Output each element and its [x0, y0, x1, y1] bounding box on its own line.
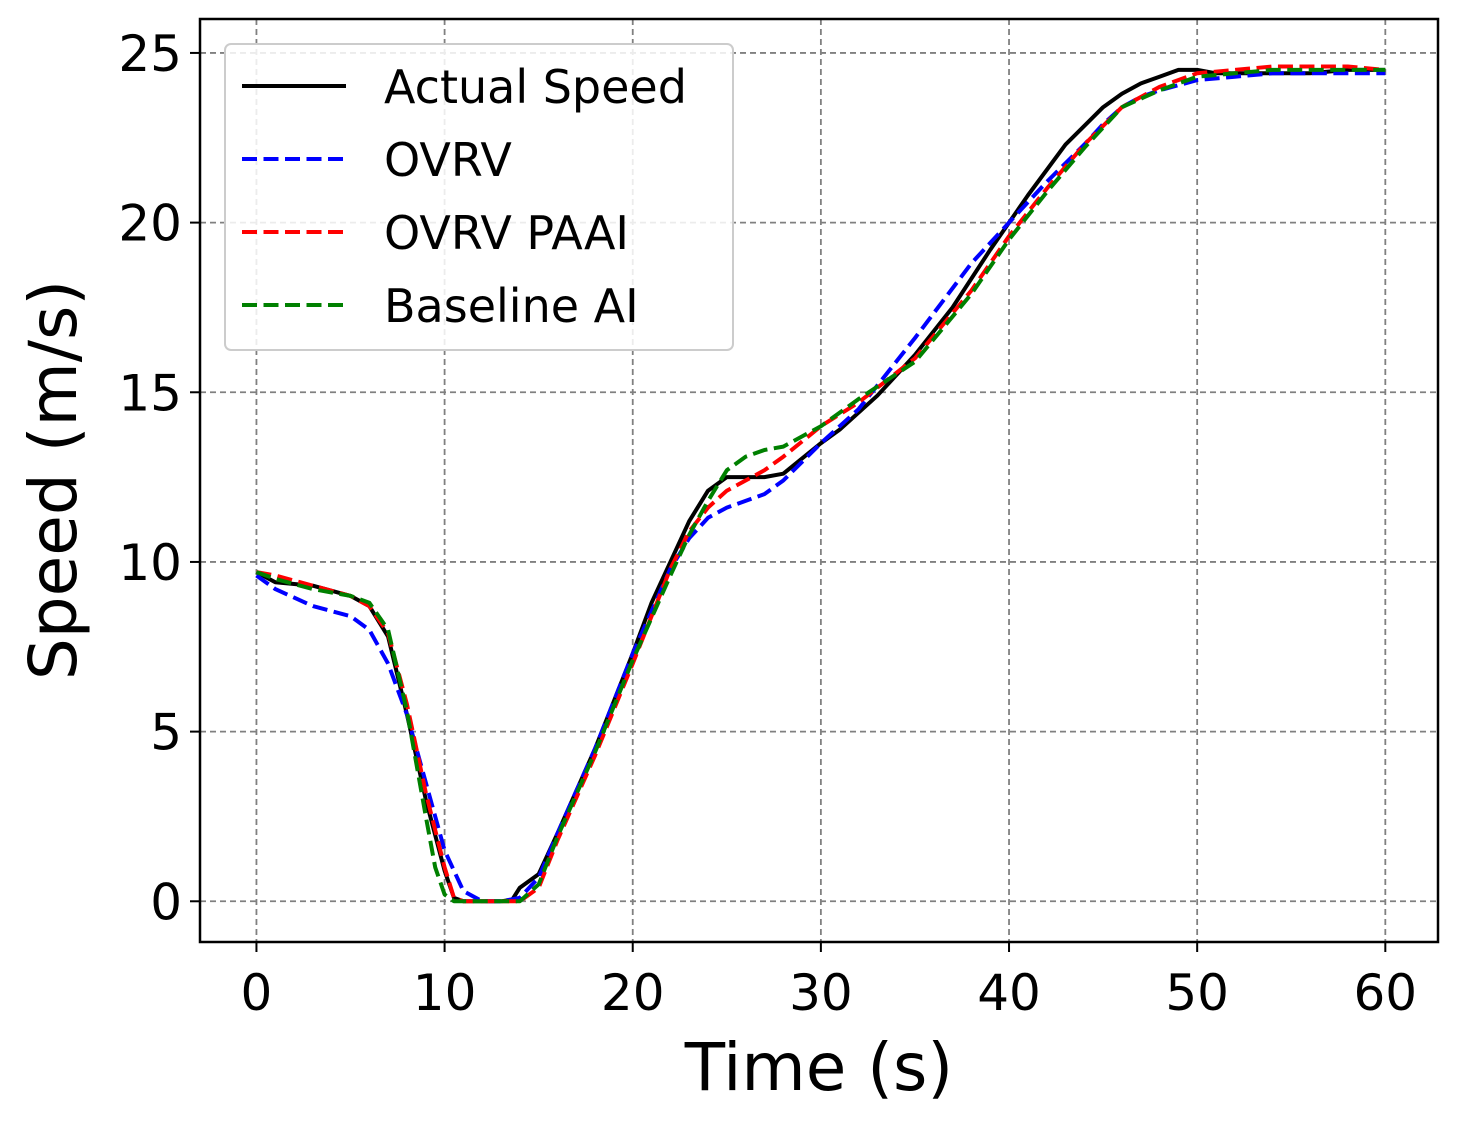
legend-box [224, 43, 734, 351]
legend-label: OVRV [384, 133, 512, 187]
series-layer [255, 64, 1386, 904]
x-tick-label: 30 [789, 964, 853, 1022]
x-tick-label: 10 [413, 964, 477, 1022]
legend-label: Baseline AI [384, 279, 639, 333]
y-tick-label: 10 [118, 534, 182, 592]
x-tick-label: 60 [1354, 964, 1418, 1022]
x-axis-title: Time (s) [684, 1029, 953, 1106]
ticks: 0 10 20 30 40 50 60 0 5 10 15 20 25 [118, 25, 1417, 1022]
y-tick-label: 0 [150, 873, 182, 931]
y-tick-label: 15 [118, 364, 182, 422]
plot-frame [198, 17, 1440, 944]
y-tick-label: 25 [118, 25, 182, 83]
x-tick-label: 20 [601, 964, 665, 1022]
legend-label: Actual Speed [384, 60, 687, 114]
legend-label: OVRV PAAI [384, 206, 629, 260]
y-tick-label: 5 [150, 704, 182, 762]
x-tick-label: 50 [1165, 964, 1229, 1022]
x-tick-label: 0 [241, 964, 273, 1022]
y-tick-label: 20 [118, 195, 182, 253]
y-axis-title: Speed (m/s) [15, 280, 92, 680]
x-tick-label: 40 [977, 964, 1041, 1022]
series-line-baseline-ai [255, 67, 1386, 904]
legend: Actual Speed OVRV OVRV PAAI Baseline AI [224, 43, 734, 351]
